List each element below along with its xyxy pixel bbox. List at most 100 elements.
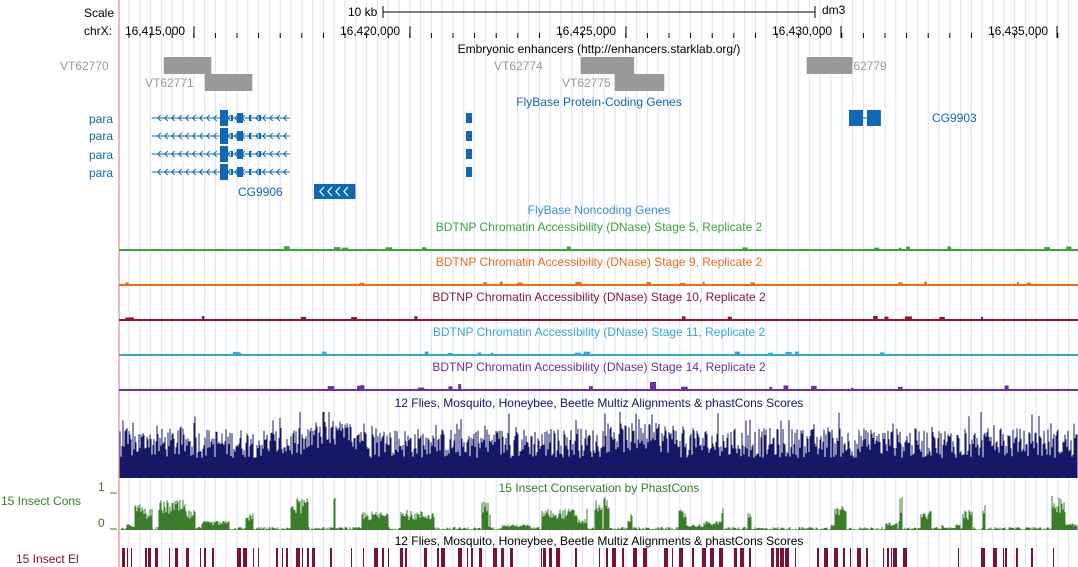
protein-genes-track-title[interactable]: FlyBase Protein-Coding Genes [516,95,682,109]
strand-arrow [213,168,218,176]
elements-side-label[interactable]: 15 Insect El [16,552,79,566]
exon [237,131,243,141]
enhancer-label[interactable]: VT62779 [838,59,887,73]
strand-arrow [262,150,267,158]
dnase-peak [874,247,880,249]
gene-label-para[interactable]: para [89,166,114,180]
dnase-peak [1066,246,1072,249]
conserved-element [612,548,616,567]
multiz-wiggle [119,412,1078,478]
strand-arrow [255,150,260,158]
conserved-element [843,548,845,567]
conserved-element [312,548,315,567]
strand-arrow [269,150,274,158]
conserved-element [467,548,468,567]
exon [249,151,251,157]
strand-arrow [206,132,211,140]
strand-arrow [164,132,169,140]
dnase-peak [490,352,494,354]
conserved-element [282,548,283,567]
conserved-element [692,548,694,567]
enhancers-track-title[interactable]: Embryonic enhancers (http://enhancers.st… [457,42,741,56]
exon [259,133,261,139]
strand-arrow [171,168,176,176]
conserved-element [169,548,170,567]
conserved-element [131,548,132,567]
strand-arrow [269,168,274,176]
dnase-peak [574,352,582,354]
dnase-peak [284,246,290,249]
dnase-peak [385,247,392,249]
dnase-tracks [119,246,1078,391]
conserved-element [374,548,378,567]
dnase-peak [811,385,817,389]
position-label: 16,420,000 [340,24,401,38]
enhancer-label[interactable]: VT62771 [145,76,194,90]
multiz-track-title[interactable]: 12 Flies, Mosquito, Honeybee, Beetle Mul… [394,396,804,410]
noncoding-track-title[interactable]: FlyBase Noncoding Genes [527,203,671,217]
dnase-baseline [119,389,1078,391]
dnase-baseline [119,319,1078,321]
dnase-peak [128,317,134,319]
enhancer-label[interactable]: VT62770 [60,59,109,73]
conserved-element [122,548,125,567]
strand-arrow [199,132,204,140]
strand-arrow [199,150,204,158]
conserved-element [186,548,189,567]
gene-label-cg9906[interactable]: CG9906 [238,185,283,199]
strand-arrow [234,132,239,140]
dnase-peak [904,316,912,319]
conserved-element [891,548,892,567]
strand-arrow [157,150,162,158]
dnase-track-title[interactable]: BDTNP Chromatin Accessibility (DNase) St… [432,290,766,304]
gene-label-para[interactable]: para [89,112,114,126]
dnase-track-title[interactable]: BDTNP Chromatin Accessibility (DNase) St… [435,220,763,234]
phastcons-track-title[interactable]: 15 Insect Conservation by PhastCons [498,481,700,495]
dnase-peak [980,316,983,319]
strand-arrow [185,150,190,158]
strand-arrow [213,150,218,158]
dnase-track-title[interactable]: BDTNP Chromatin Accessibility (DNase) St… [432,360,766,374]
dnase-peak [566,246,571,249]
conserved-element [155,548,158,567]
conserved-element [633,548,637,567]
elements-track-title[interactable]: 12 Flies, Mosquito, Honeybee, Beetle Mul… [394,534,804,548]
dnase-peak [898,282,903,284]
conserved-element [710,548,714,567]
gene-label-para[interactable]: para [89,129,114,143]
conserved-element [599,548,600,567]
gene-label-cg9903[interactable]: CG9903 [932,111,977,125]
dnase-track-title[interactable]: BDTNP Chromatin Accessibility (DNase) St… [435,255,763,269]
conserved-element [501,548,504,567]
dnase-peak [650,382,656,390]
dnase-peak [646,282,651,284]
strand-arrow [192,132,197,140]
conserved-element [834,548,838,567]
conserved-element [243,548,247,567]
conserved-element [541,548,542,567]
conserved-element [510,548,513,567]
phastcons-bars [119,495,1078,530]
conserved-element [817,548,819,567]
conserved-element [212,548,214,567]
dnase-track-title[interactable]: BDTNP Chromatin Accessibility (DNase) St… [432,325,766,339]
enhancer-label[interactable]: VT62774 [494,59,543,73]
enhancer-label[interactable]: VT62775 [562,76,611,90]
conserved-element [543,548,546,567]
dnase-peak [679,282,686,284]
dnase-peak [702,281,705,284]
dnase-peak [1016,282,1019,284]
enhancers-track [163,57,853,91]
exon [849,110,863,126]
conserved-element [734,548,737,567]
gene-label-para[interactable]: para [89,148,114,162]
conserved-element [780,548,784,567]
conserved-element [903,548,907,567]
conserved-element [850,548,851,567]
phastcons-side-label[interactable]: 15 Insect Cons [1,494,82,508]
strand-arrow [283,150,288,158]
dnase-peak [360,385,365,389]
dnase-peak [873,316,878,319]
